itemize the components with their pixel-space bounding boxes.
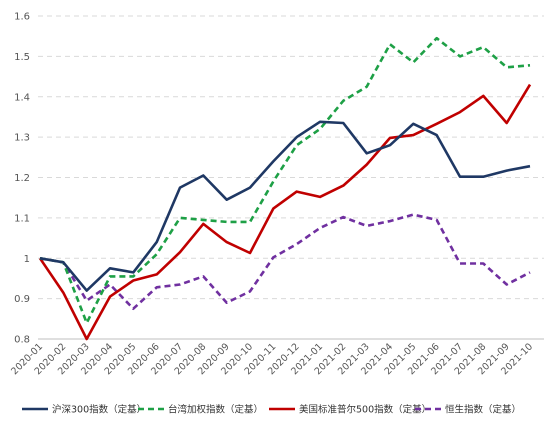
y-tick-label: 1.3	[14, 133, 30, 144]
y-tick-label: 1	[24, 254, 30, 265]
x-axis-ticks: 2020-012020-022020-032020-042020-052020-…	[9, 341, 535, 377]
legend-label: 沪深300指数（定基）	[52, 404, 146, 416]
legend-label: 台湾加权指数（定基）	[168, 404, 263, 416]
gridlines	[38, 15, 544, 300]
series-line-4	[39, 213, 531, 311]
y-tick-label: 1.1	[14, 213, 30, 224]
series-line-2	[39, 36, 531, 325]
series-line-1	[39, 120, 531, 292]
series-line-3	[38, 83, 532, 341]
legend-label: 美国标准普尔500指数（定基）	[299, 404, 431, 416]
y-tick-label: 0.9	[14, 294, 30, 305]
y-tick-label: 1.5	[14, 52, 30, 63]
y-tick-label: 1.6	[14, 12, 30, 23]
y-tick-label: 0.8	[14, 335, 30, 346]
legend: 沪深300指数（定基） 台湾加权指数（定基） 美国标准普尔500指数（定基） 恒生指数…	[22, 404, 521, 416]
legend-label: 恒生指数（定基）	[445, 404, 521, 416]
y-tick-label: 1.2	[14, 173, 30, 184]
y-tick-label: 1.4	[14, 92, 30, 103]
y-axis-ticks: 0.8 0.9 1 1.1 1.2 1.3 1.4 1.5 1.6	[14, 12, 30, 346]
series-lines	[38, 36, 532, 341]
